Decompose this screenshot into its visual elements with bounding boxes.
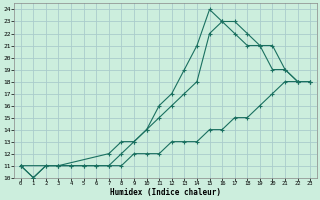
X-axis label: Humidex (Indice chaleur): Humidex (Indice chaleur): [110, 188, 221, 197]
